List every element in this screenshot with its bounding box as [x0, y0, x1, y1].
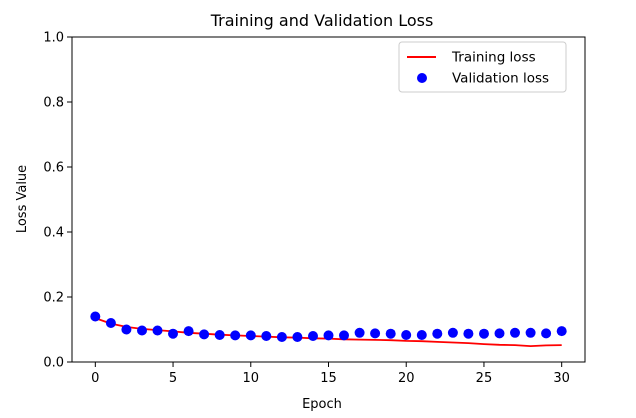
validation-loss-point	[292, 332, 303, 342]
validation-loss-point	[385, 328, 396, 339]
validation-loss-point	[416, 330, 427, 340]
x-tick-label: 20	[398, 371, 415, 386]
validation-loss-point	[525, 327, 536, 338]
validation-loss-point	[339, 330, 349, 341]
validation-loss-point	[401, 330, 412, 340]
x-axis: 0 5 10 15 20 25 30	[91, 362, 570, 386]
validation-loss-point	[370, 328, 381, 339]
x-tick-label: 0	[91, 371, 99, 386]
validation-loss-point	[541, 328, 552, 339]
y-tick-label: 0.2	[43, 291, 64, 306]
y-tick-label: 0.6	[43, 161, 64, 176]
validation-loss-point	[245, 330, 256, 341]
validation-loss-point	[90, 311, 101, 322]
validation-loss-point	[479, 328, 489, 339]
x-tick-label: 5	[169, 371, 177, 386]
validation-loss-point	[137, 325, 147, 336]
legend-validation-label: Validation loss	[452, 71, 549, 87]
validation-loss-point	[214, 330, 225, 340]
validation-loss-point	[276, 332, 287, 342]
validation-loss-point	[463, 328, 474, 339]
x-tick-label: 30	[553, 371, 570, 386]
legend-validation-swatch	[417, 73, 427, 83]
x-tick-label: 15	[320, 371, 337, 386]
validation-loss-point	[230, 330, 241, 341]
y-tick-label: 0.4	[43, 226, 64, 241]
y-axis: 0.0 0.2 0.4 0.6 0.8 1.0	[43, 31, 72, 371]
y-axis-label: Loss Value	[15, 165, 30, 233]
validation-loss-point	[105, 318, 116, 328]
validation-loss-point	[183, 326, 194, 337]
y-tick-label: 0.8	[43, 96, 64, 111]
validation-loss-point	[556, 326, 567, 337]
validation-loss-point	[510, 327, 520, 338]
y-tick-label: 0.0	[43, 356, 64, 371]
x-tick-label: 25	[476, 371, 493, 386]
validation-loss-series	[90, 311, 567, 342]
legend: Training loss Validation loss	[398, 41, 567, 93]
y-tick-label: 1.0	[43, 31, 64, 46]
validation-loss-point	[168, 328, 178, 339]
validation-loss-point	[354, 327, 365, 338]
validation-loss-point	[432, 328, 443, 339]
x-axis-label: Epoch	[302, 397, 342, 412]
validation-loss-point	[261, 331, 272, 341]
x-tick-label: 10	[242, 371, 259, 386]
legend-training-label: Training loss	[451, 50, 536, 66]
validation-loss-point	[199, 329, 210, 340]
validation-loss-point	[447, 327, 458, 338]
validation-loss-point	[494, 328, 505, 339]
validation-loss-point	[323, 330, 334, 341]
legend-box	[398, 41, 567, 93]
chart-title: Training and Validation Loss	[210, 11, 434, 30]
validation-loss-point	[121, 324, 132, 335]
validation-loss-point	[152, 325, 163, 336]
validation-loss-point	[308, 331, 318, 341]
